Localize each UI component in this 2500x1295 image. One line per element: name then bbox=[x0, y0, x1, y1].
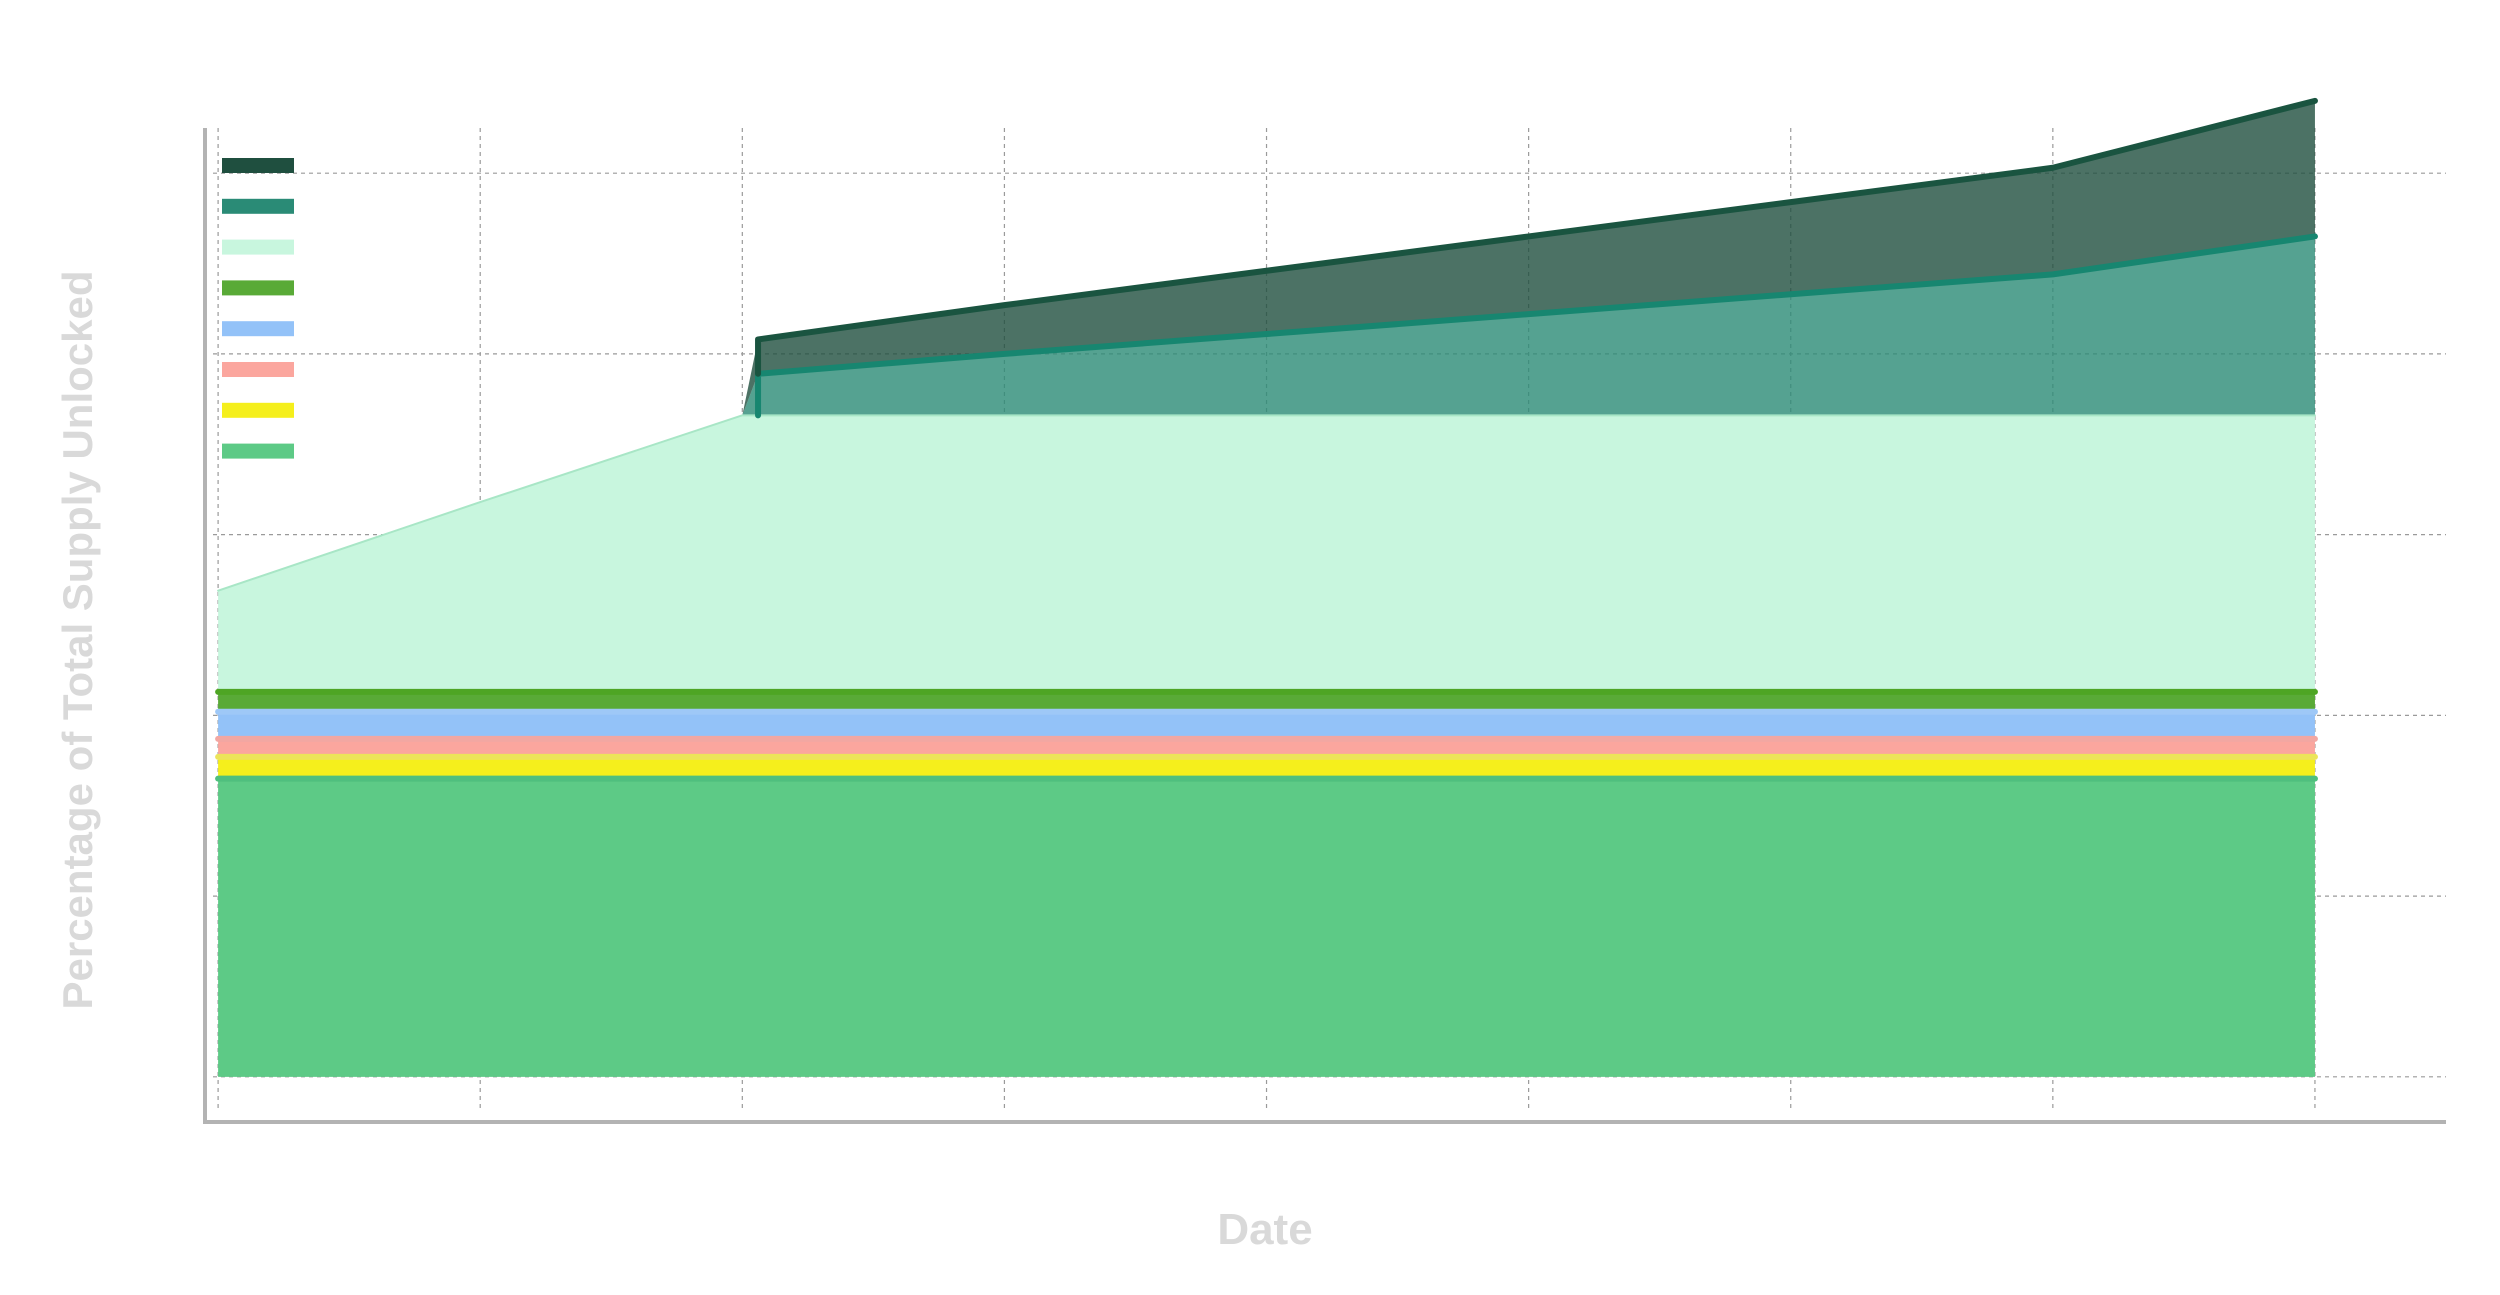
axes bbox=[203, 128, 2446, 1124]
legend-swatch-0 bbox=[222, 158, 294, 173]
x-axis-title: Date bbox=[1217, 1205, 1312, 1254]
legend-swatch-4 bbox=[222, 321, 294, 337]
legend-swatch-6 bbox=[222, 402, 294, 418]
legend-swatch-1 bbox=[222, 198, 294, 214]
area-series-2 bbox=[218, 738, 2315, 757]
area-series-7 bbox=[218, 100, 2315, 591]
series-edge-line-6 bbox=[755, 233, 2318, 419]
area-series-6 bbox=[218, 236, 2315, 591]
area-series-1 bbox=[218, 756, 2315, 779]
legend bbox=[222, 158, 294, 459]
legend-swatch-7 bbox=[222, 443, 294, 459]
area-series-3 bbox=[218, 711, 2315, 739]
series-edge-line-5 bbox=[217, 414, 2316, 592]
legend-swatch-3 bbox=[222, 280, 294, 296]
y-axis-title: Percentage of Total Supply Unlocked bbox=[54, 270, 101, 1009]
area-series bbox=[218, 100, 2315, 1077]
legend-swatch-2 bbox=[222, 239, 294, 255]
legend-swatch-5 bbox=[222, 362, 294, 377]
area-series-0 bbox=[218, 778, 2315, 1077]
area-series-4 bbox=[218, 691, 2315, 712]
series-edge-line-7 bbox=[755, 97, 2318, 377]
area-series-5 bbox=[218, 415, 2315, 692]
series-edges bbox=[215, 97, 2318, 782]
